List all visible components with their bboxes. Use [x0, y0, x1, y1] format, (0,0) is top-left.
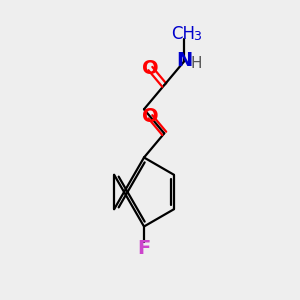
Text: H: H: [190, 56, 202, 71]
Text: 3: 3: [193, 30, 201, 43]
Text: CH: CH: [171, 25, 195, 43]
Text: N: N: [176, 52, 193, 70]
Text: O: O: [142, 59, 159, 78]
Text: F: F: [137, 239, 151, 258]
Text: O: O: [142, 107, 159, 126]
